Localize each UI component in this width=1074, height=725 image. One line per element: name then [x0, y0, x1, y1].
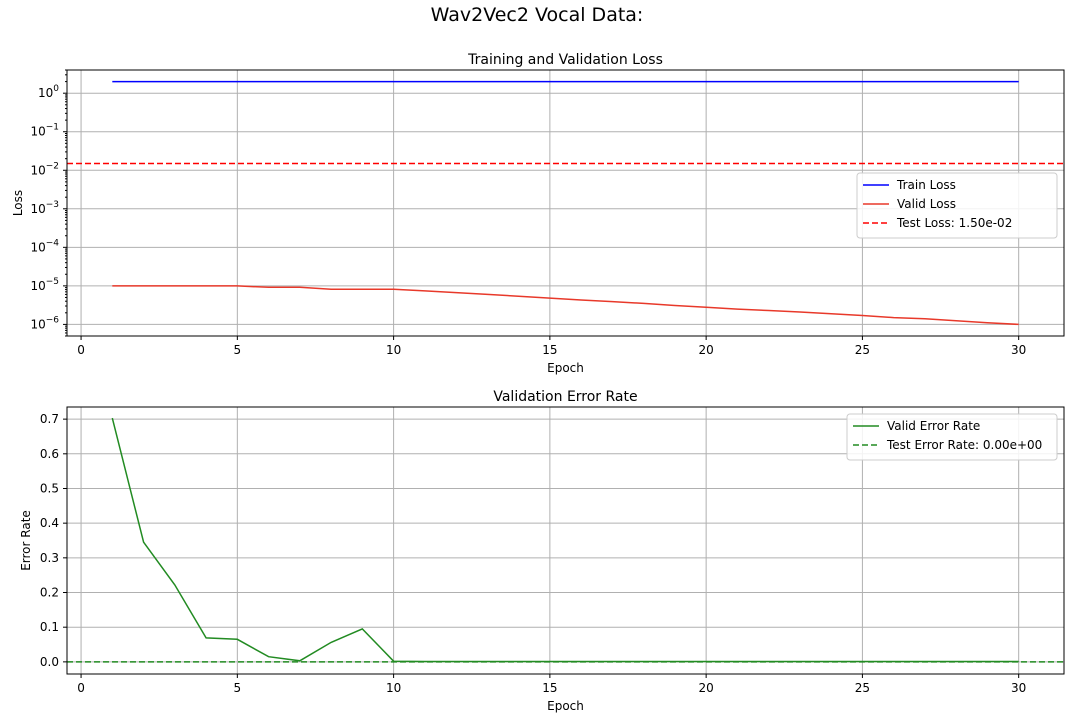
- y-tick-label: 0.2: [40, 586, 59, 600]
- subplot-title: Training and Validation Loss: [467, 52, 663, 68]
- y-axis-label: Loss: [11, 190, 25, 216]
- y-tick-label: 10−3: [30, 200, 59, 216]
- x-tick-label: 5: [234, 681, 242, 695]
- subplot-1: 0 5 10 15 20 25 30 10−6 10−5 10−4 10−3 10−2 10−1 100 T…: [11, 52, 1065, 375]
- y-tick-label: 10−5: [30, 277, 59, 293]
- y-tick-label: 10−1: [30, 123, 59, 139]
- x-tick-label: 30: [1011, 681, 1026, 695]
- y-tick-label: 0.4: [40, 516, 59, 530]
- legend-box: [846, 413, 1058, 461]
- y-axis-label: Error Rate: [19, 510, 33, 571]
- y-tick-label: 0.7: [40, 412, 59, 426]
- x-tick-label: 20: [699, 681, 714, 695]
- legend-label: Valid Loss: [897, 197, 956, 211]
- y-tick-label: 0.3: [40, 551, 59, 565]
- y-tick-label: 0.5: [40, 481, 59, 495]
- figure-title: Wav2Vec2 Vocal Data:: [430, 4, 644, 26]
- legend-box: [856, 172, 1058, 239]
- x-tick-label: 15: [542, 343, 557, 357]
- legend-label: Valid Error Rate: [887, 419, 980, 433]
- y-tick-label: 10−4: [30, 238, 59, 254]
- legend: Train Loss Valid Loss Test Loss: 1.50e-02: [856, 172, 1058, 239]
- subplot-title: Validation Error Rate: [493, 389, 637, 405]
- legend-label: Test Loss: 1.50e-02: [896, 216, 1012, 230]
- x-tick-label: 20: [699, 343, 714, 357]
- y-tick-label: 0.6: [40, 447, 59, 461]
- x-tick-label: 15: [542, 681, 557, 695]
- subplot-2: 0 5 10 15 20 25 30 0.0 0.1 0.2 0.3 0.4 0.5 0.6 0.7 Vali…: [19, 389, 1065, 713]
- y-tick-label: 10−6: [30, 315, 59, 331]
- y-tick-label: 0.0: [40, 655, 59, 669]
- x-tick-label: 30: [1011, 343, 1026, 357]
- x-tick-label: 0: [77, 343, 85, 357]
- y-tick-label: 100: [38, 84, 59, 100]
- x-tick-label: 0: [77, 681, 85, 695]
- x-tick-label: 10: [386, 343, 401, 357]
- y-tick-label: 10−2: [30, 161, 59, 177]
- y-tick-label: 0.1: [40, 620, 59, 634]
- plot-frame: [66, 406, 1065, 675]
- x-tick-label: 25: [855, 343, 870, 357]
- series-line: [112, 285, 1019, 326]
- x-tick-label: 5: [234, 343, 242, 357]
- legend: Valid Error Rate Test Error Rate: 0.00e+0…: [846, 413, 1058, 461]
- x-axis-label: Epoch: [547, 361, 584, 375]
- legend-label: Train Loss: [896, 178, 956, 192]
- plot-frame: [66, 69, 1065, 337]
- x-tick-label: 10: [386, 681, 401, 695]
- x-axis-label: Epoch: [547, 699, 584, 713]
- series-line: [111, 417, 1019, 663]
- legend-label: Test Error Rate: 0.00e+00: [886, 438, 1042, 452]
- x-tick-label: 25: [855, 681, 870, 695]
